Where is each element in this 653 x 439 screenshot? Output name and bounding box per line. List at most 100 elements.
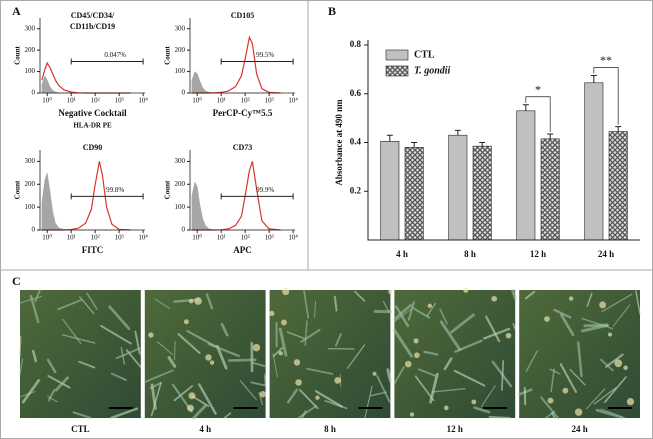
cell-streak bbox=[304, 320, 308, 346]
chart-title: CD105 bbox=[231, 11, 255, 20]
round-cell bbox=[334, 376, 342, 384]
y-tick-label: 0 bbox=[32, 89, 36, 97]
cell-streak bbox=[601, 293, 633, 313]
cell-streak bbox=[134, 330, 141, 355]
legend-swatch bbox=[385, 65, 409, 77]
cell-streak bbox=[511, 289, 517, 300]
cell-streak bbox=[501, 360, 505, 391]
cell-streak bbox=[31, 349, 38, 363]
cell-streak bbox=[524, 290, 536, 300]
round-cell bbox=[614, 359, 623, 368]
cell-streak bbox=[553, 308, 572, 319]
cell-streak bbox=[376, 375, 391, 403]
cell-streak bbox=[429, 372, 439, 404]
cell-streak bbox=[86, 292, 98, 310]
cell-streak bbox=[286, 331, 306, 340]
cell-streak bbox=[473, 406, 491, 414]
x-tick-label: 10² bbox=[91, 97, 100, 105]
cell-streak bbox=[156, 341, 174, 356]
cell-streak bbox=[418, 368, 437, 377]
micrograph bbox=[20, 290, 141, 418]
cell-streak bbox=[595, 408, 623, 419]
round-cell bbox=[148, 332, 154, 338]
cell-streak bbox=[485, 315, 501, 343]
cell-streak bbox=[512, 323, 516, 331]
cell-streak bbox=[314, 301, 317, 319]
cell-streak bbox=[303, 289, 310, 319]
cell-streak bbox=[278, 327, 288, 357]
gate-label: 0.047% bbox=[104, 51, 126, 59]
cell-streak bbox=[585, 388, 606, 410]
y-tick-label: 0 bbox=[182, 89, 186, 97]
cell-streak bbox=[300, 328, 321, 343]
round-cell bbox=[544, 316, 550, 322]
cell-streak bbox=[173, 385, 194, 402]
cell-streak bbox=[110, 372, 127, 381]
bar bbox=[608, 131, 628, 241]
image-label: 4 h bbox=[199, 424, 211, 434]
round-cell bbox=[188, 298, 194, 304]
cell-streak bbox=[612, 304, 631, 327]
x-tick-label: 4 h bbox=[396, 249, 408, 259]
cell-streak bbox=[47, 389, 56, 402]
x-axis-label: PerCP-Cy™5.5 bbox=[213, 108, 273, 118]
x-axis-label: Negative Cocktail bbox=[58, 108, 127, 118]
y-axis-label: Absorbance at 490 nm bbox=[334, 99, 344, 186]
panel-label: B bbox=[328, 4, 336, 18]
cell-streak bbox=[46, 358, 57, 374]
cell-streak bbox=[198, 383, 217, 415]
round-cell bbox=[443, 405, 449, 411]
cell-streak bbox=[364, 385, 373, 419]
panel-label: C bbox=[12, 274, 21, 288]
cell-streak bbox=[29, 294, 40, 324]
y-tick-label: 100 bbox=[25, 67, 36, 75]
round-cell bbox=[281, 319, 287, 326]
x-tick-label: 10¹ bbox=[67, 97, 76, 105]
chart-title: CD90 bbox=[83, 143, 103, 152]
cell-streak bbox=[540, 396, 560, 420]
axis bbox=[367, 40, 640, 241]
y-tick-label: 0.4 bbox=[350, 137, 362, 147]
y-tick-label: 300 bbox=[175, 157, 186, 165]
cell-streak bbox=[19, 335, 22, 357]
cell-streak bbox=[393, 303, 412, 321]
gate-label: 99.9% bbox=[256, 186, 274, 194]
cell-streak bbox=[439, 320, 462, 351]
x-tick-label: 10³ bbox=[265, 234, 274, 242]
cell-streak bbox=[21, 379, 41, 404]
cell-streak bbox=[47, 375, 71, 389]
cell-streak bbox=[177, 333, 201, 354]
cell-streak bbox=[297, 405, 318, 419]
cell-streak bbox=[79, 296, 95, 315]
x-tick-label: 10⁴ bbox=[138, 234, 148, 242]
cell-streak bbox=[413, 308, 431, 319]
image-label: CTL bbox=[71, 424, 90, 434]
round-cell bbox=[315, 395, 320, 400]
bar bbox=[584, 82, 604, 241]
y-tick-label: 100 bbox=[25, 203, 36, 211]
round-cell bbox=[252, 343, 261, 352]
round-cell bbox=[599, 301, 607, 309]
x-tick-label: 10² bbox=[241, 234, 250, 242]
cell-streak bbox=[272, 347, 283, 358]
cell-streak bbox=[439, 308, 448, 325]
x-tick-label: 10⁴ bbox=[288, 97, 298, 105]
cell-streak bbox=[47, 395, 58, 403]
image-label: 24 h bbox=[571, 424, 587, 434]
cell-streak bbox=[78, 360, 96, 369]
round-cell bbox=[547, 397, 554, 404]
cell-streak bbox=[386, 368, 392, 383]
cell-streak bbox=[603, 376, 627, 404]
cell-streak bbox=[525, 350, 538, 372]
cell-streak bbox=[167, 356, 177, 368]
round-cell bbox=[282, 288, 290, 296]
x-tick-label: 10⁴ bbox=[288, 234, 298, 242]
cell-streak bbox=[605, 353, 624, 368]
bar bbox=[404, 147, 424, 241]
legend-label: CTL bbox=[414, 49, 435, 60]
cell-streak bbox=[480, 385, 496, 407]
bar bbox=[540, 138, 560, 241]
cell-streak bbox=[593, 387, 617, 405]
round-cell bbox=[388, 289, 393, 294]
cell-streak bbox=[251, 361, 267, 368]
